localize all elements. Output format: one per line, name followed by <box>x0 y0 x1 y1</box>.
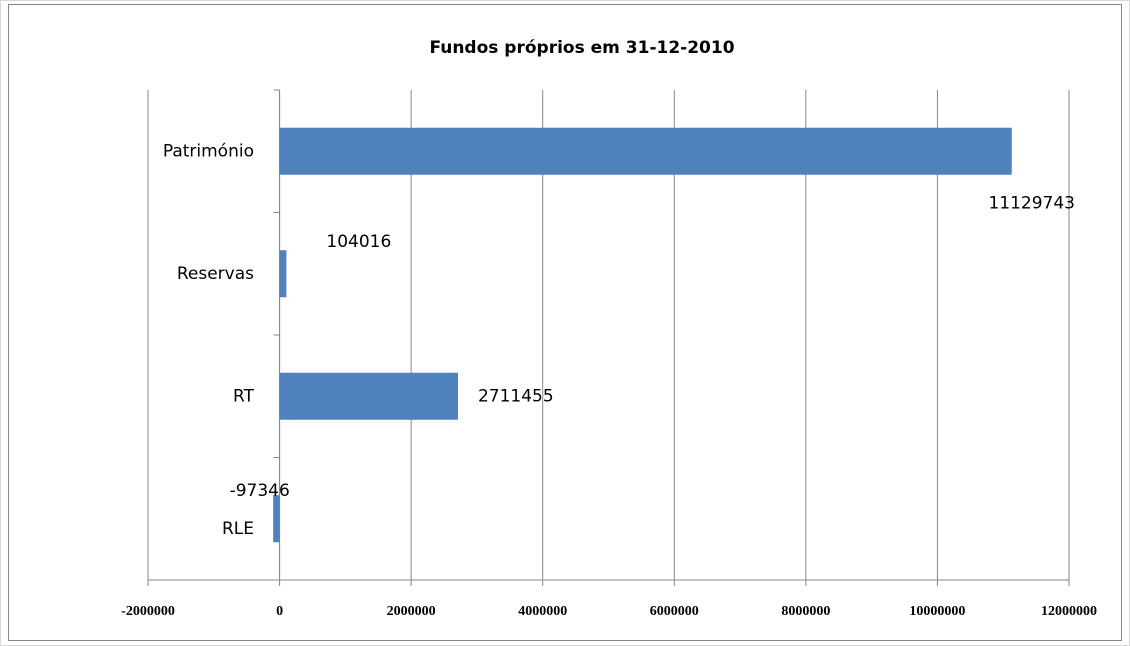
y-tick-label: Reservas <box>177 264 254 284</box>
y-tick-label: Património <box>163 141 254 161</box>
data-label: 11129743 <box>988 193 1075 213</box>
x-tick-label: 10000000 <box>909 604 965 619</box>
data-label: 104016 <box>326 232 391 252</box>
data-label: 2711455 <box>478 386 554 406</box>
x-tick-label: 6000000 <box>650 604 699 619</box>
data-label: -97346 <box>230 481 290 501</box>
x-tick-label: 12000000 <box>1041 604 1097 619</box>
x-tick-label: 8000000 <box>781 604 830 619</box>
bar <box>279 250 287 298</box>
y-tick-label: RLE <box>222 519 254 539</box>
bar <box>279 372 458 420</box>
y-tick-label: RT <box>233 386 255 406</box>
bar <box>273 495 280 543</box>
x-tick-label: 4000000 <box>518 604 567 619</box>
x-tick-label: 0 <box>276 604 283 619</box>
bar <box>279 127 1012 175</box>
chart-frame <box>8 4 1122 641</box>
x-tick-label: 2000000 <box>387 604 436 619</box>
x-tick-label: -2000000 <box>121 604 175 619</box>
chart-title: Fundos próprios em 31-12-2010 <box>429 38 734 58</box>
